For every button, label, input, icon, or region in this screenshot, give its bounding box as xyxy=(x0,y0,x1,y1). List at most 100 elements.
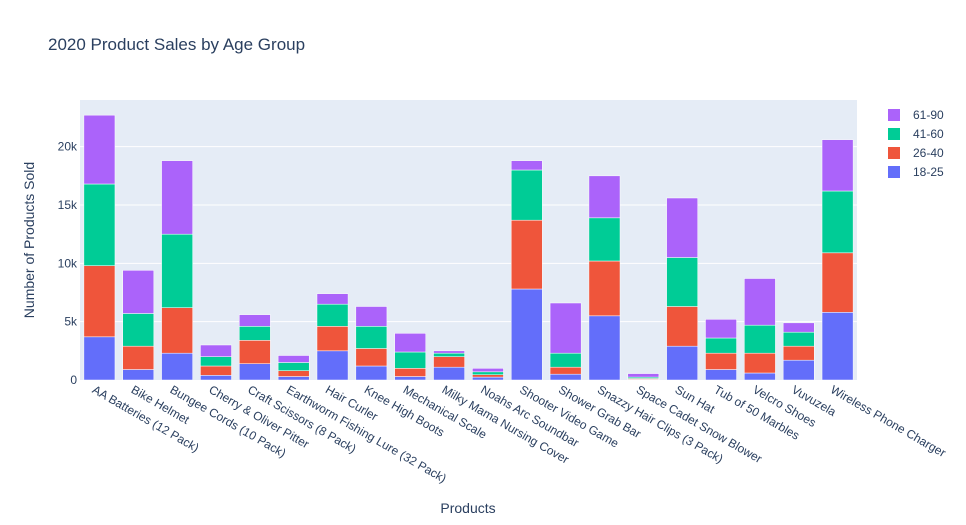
bar-segment-61-90[interactable] xyxy=(549,302,582,354)
bar-segment-41-60[interactable] xyxy=(472,371,504,376)
bar-segment-18-25[interactable] xyxy=(277,376,310,381)
bar-segment-61-90[interactable] xyxy=(355,306,388,327)
bar-segment-18-25[interactable] xyxy=(239,363,271,381)
bar-segment-26-40[interactable] xyxy=(200,365,232,376)
bar-segment-61-90[interactable] xyxy=(316,293,349,305)
bar-segment-18-25[interactable] xyxy=(588,315,621,381)
bar-segment-41-60[interactable] xyxy=(394,351,427,369)
bar-segment-41-60[interactable] xyxy=(782,331,815,347)
bar-segment-26-40[interactable] xyxy=(122,345,155,370)
bar-segment-26-40[interactable] xyxy=(705,352,737,370)
legend[interactable]: 61-90 41-60 26-40 18-25 xyxy=(888,108,944,179)
bar-segment-26-40[interactable] xyxy=(821,252,854,313)
bar-segment-41-60[interactable] xyxy=(510,169,543,221)
legend-item-26-40[interactable]: 26-40 xyxy=(888,146,944,160)
y-tick-label: 0 xyxy=(70,373,77,387)
legend-item-18-25[interactable]: 18-25 xyxy=(888,165,944,179)
plot-background xyxy=(80,100,857,380)
bar-segment-61-90[interactable] xyxy=(705,319,737,339)
bar-segment-26-40[interactable] xyxy=(472,374,504,378)
bar-segment-18-25[interactable] xyxy=(355,365,388,381)
bar-segment-61-90[interactable] xyxy=(433,350,465,354)
bar-segment-61-90[interactable] xyxy=(277,355,310,363)
bar-segment-26-40[interactable] xyxy=(161,307,193,354)
x-tick-labels: AA Batteries (12 Pack)Bike HelmetBungee … xyxy=(90,382,948,485)
bar-segment-18-25[interactable] xyxy=(122,369,155,381)
bar-segment-61-90[interactable] xyxy=(627,373,660,378)
bar-segment-61-90[interactable] xyxy=(394,333,427,353)
bar-segment-41-60[interactable] xyxy=(588,217,621,262)
bar-segment-26-40[interactable] xyxy=(355,348,388,367)
bar-segment-41-60[interactable] xyxy=(821,190,854,254)
bar-segment-61-90[interactable] xyxy=(472,368,504,373)
bar-segment-41-60[interactable] xyxy=(666,257,698,307)
bar-segment-18-25[interactable] xyxy=(472,376,504,381)
y-tick-label: 10k xyxy=(58,256,78,270)
y-axis-title: Number of Products Sold xyxy=(21,162,37,318)
bar-segment-18-25[interactable] xyxy=(549,373,582,381)
bar-segment-26-40[interactable] xyxy=(588,260,621,317)
bar-segment-26-40[interactable] xyxy=(666,306,698,347)
bar-segment-18-25[interactable] xyxy=(200,375,232,381)
bar-segment-26-40[interactable] xyxy=(549,366,582,375)
legend-item-41-60[interactable]: 41-60 xyxy=(888,127,944,141)
bar-segment-26-40[interactable] xyxy=(394,368,427,377)
x-tick-label: Wireless Phone Charger xyxy=(828,382,948,459)
bar-segment-18-25[interactable] xyxy=(510,288,543,381)
y-tick-label: 20k xyxy=(58,140,78,154)
bar-segment-41-60[interactable] xyxy=(200,356,232,367)
bar-segment-26-40[interactable] xyxy=(277,370,310,377)
bar-segment-61-90[interactable] xyxy=(744,278,776,326)
y-tick-label: 5k xyxy=(64,315,78,329)
bar-segment-61-90[interactable] xyxy=(122,270,155,314)
bar-segment-26-40[interactable] xyxy=(510,219,543,290)
bar-segment-41-60[interactable] xyxy=(122,313,155,347)
bar-segment-18-25[interactable] xyxy=(821,312,854,381)
bar-segment-18-25[interactable] xyxy=(666,345,698,381)
bar-segment-41-60[interactable] xyxy=(744,324,776,354)
bar-segment-41-60[interactable] xyxy=(83,183,116,266)
bar-segment-61-90[interactable] xyxy=(588,175,621,219)
bar-segment-18-25[interactable] xyxy=(316,350,349,381)
x-axis-title: Products xyxy=(440,500,495,516)
bar-segment-18-25[interactable] xyxy=(161,352,193,381)
legend-swatch xyxy=(888,166,900,178)
bar-segment-26-40[interactable] xyxy=(782,345,815,361)
bar-segment-61-90[interactable] xyxy=(510,160,543,171)
bar-segment-41-60[interactable] xyxy=(705,337,737,354)
bar-segment-41-60[interactable] xyxy=(277,362,310,371)
bar-segment-26-40[interactable] xyxy=(744,352,776,374)
bar-segment-41-60[interactable] xyxy=(316,303,349,327)
bar-segment-26-40[interactable] xyxy=(316,326,349,352)
bar-segment-61-90[interactable] xyxy=(821,139,854,192)
bar-segment-61-90[interactable] xyxy=(161,160,193,235)
bar-segment-41-60[interactable] xyxy=(161,233,193,308)
bar-segment-26-40[interactable] xyxy=(83,265,116,338)
bar-segment-41-60[interactable] xyxy=(239,326,271,341)
bar-segment-61-90[interactable] xyxy=(666,197,698,258)
bar-segment-61-90[interactable] xyxy=(782,322,815,333)
bar-segment-26-40[interactable] xyxy=(239,340,271,364)
bar-segment-18-25[interactable] xyxy=(83,336,116,381)
legend-item-61-90[interactable]: 61-90 xyxy=(888,108,944,122)
bar-segment-18-25[interactable] xyxy=(744,372,776,381)
legend-label: 26-40 xyxy=(913,146,944,160)
bar-segment-61-90[interactable] xyxy=(239,314,271,327)
bar-segment-41-60[interactable] xyxy=(355,326,388,349)
bar-segment-26-40[interactable] xyxy=(433,356,465,368)
legend-label: 41-60 xyxy=(913,127,944,141)
bar-segment-18-25[interactable] xyxy=(705,369,737,381)
y-tick-labels: 0 5k 10k 15k 20k xyxy=(58,140,78,387)
legend-label: 61-90 xyxy=(913,108,944,122)
legend-swatch xyxy=(888,147,900,159)
bars xyxy=(83,114,854,381)
bar-segment-61-90[interactable] xyxy=(83,114,116,185)
bar-segment-61-90[interactable] xyxy=(200,344,232,357)
bar-segment-18-25[interactable] xyxy=(394,376,427,381)
bar-segment-18-25[interactable] xyxy=(782,359,815,381)
bar-segment-41-60[interactable] xyxy=(549,352,582,368)
legend-swatch xyxy=(888,128,900,140)
bar-segment-41-60[interactable] xyxy=(433,352,465,357)
bar-segment-18-25[interactable] xyxy=(433,366,465,381)
